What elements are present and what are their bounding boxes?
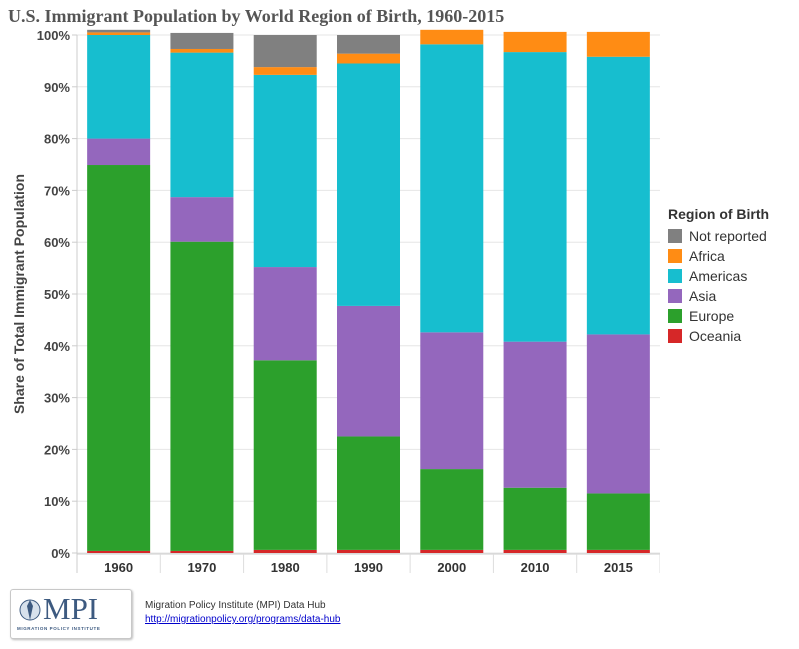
legend-label: Africa bbox=[689, 248, 725, 264]
x-tick-label: 2000 bbox=[437, 560, 466, 575]
y-tick-label: 20% bbox=[44, 442, 70, 457]
bar-segment-americas bbox=[586, 56, 650, 335]
x-tick-label: 2010 bbox=[521, 560, 550, 575]
y-tick-label: 60% bbox=[44, 235, 70, 250]
logo-subtext: MIGRATION POLICY INSTITUTE bbox=[17, 626, 101, 631]
y-tick-label: 80% bbox=[44, 132, 70, 147]
y-tick-label: 30% bbox=[44, 391, 70, 406]
bar-segment-asia bbox=[586, 334, 650, 494]
bar-segment-americas bbox=[253, 74, 317, 268]
bar-segment-europe bbox=[420, 469, 484, 550]
x-tick-label: 2015 bbox=[604, 560, 633, 575]
bar-segment-africa bbox=[170, 48, 234, 53]
bar-segment-oceania bbox=[170, 550, 234, 553]
legend-swatch bbox=[668, 309, 682, 323]
legend-item-asia[interactable]: Asia bbox=[668, 286, 769, 306]
y-tick-label: 90% bbox=[44, 80, 70, 95]
bar-segment-oceania bbox=[87, 550, 151, 553]
data-hub-link[interactable]: http://migrationpolicy.org/programs/data… bbox=[145, 614, 341, 625]
logo-text: MPI bbox=[43, 591, 99, 626]
legend-swatch bbox=[668, 249, 682, 263]
globe-figure-icon bbox=[19, 599, 41, 621]
bar-segment-americas bbox=[503, 52, 567, 342]
y-tick-label: 70% bbox=[44, 183, 70, 198]
bar-segment-africa bbox=[253, 67, 317, 75]
bar-segment-europe bbox=[253, 360, 317, 550]
bar-segment-oceania bbox=[586, 549, 650, 553]
y-axis-label: Share of Total Immigrant Population bbox=[11, 174, 27, 414]
bar-segment-asia bbox=[503, 341, 567, 488]
bar-segment-oceania bbox=[420, 549, 484, 553]
bar-segment-africa bbox=[337, 53, 400, 64]
legend-swatch bbox=[668, 329, 682, 343]
y-tick-label: 10% bbox=[44, 494, 70, 509]
legend-label: Oceania bbox=[689, 328, 742, 344]
bar-segment-europe bbox=[337, 436, 400, 550]
bar-segment-oceania bbox=[253, 549, 317, 553]
bar-segment-africa bbox=[503, 31, 567, 53]
legend-label: Europe bbox=[689, 308, 735, 324]
bar-segment-americas bbox=[420, 44, 484, 333]
bar-segment-not-reported bbox=[170, 32, 234, 49]
legend-item-americas[interactable]: Americas bbox=[668, 266, 769, 286]
bar-segment-asia bbox=[337, 305, 400, 437]
bar-segment-asia bbox=[170, 197, 234, 242]
legend-item-europe[interactable]: Europe bbox=[668, 306, 769, 326]
legend-item-africa[interactable]: Africa bbox=[668, 246, 769, 266]
x-tick-label: 1980 bbox=[271, 560, 300, 575]
bar-segment-africa bbox=[420, 29, 484, 45]
x-tick-label: 1960 bbox=[104, 560, 133, 575]
bar-segment-americas bbox=[170, 52, 234, 198]
x-tick-label: 1970 bbox=[187, 560, 216, 575]
chart-title: U.S. Immigrant Population by World Regio… bbox=[8, 6, 505, 26]
y-tick-label: 0% bbox=[51, 546, 70, 561]
bar-segment-africa bbox=[87, 32, 151, 35]
bar-segment-not-reported bbox=[87, 29, 151, 33]
bar-segment-not-reported bbox=[337, 35, 400, 54]
stacked-bar-chart: 0% 10% 20% 30% 40% 50% 60% 70% 80% 90% 100% Share o… bbox=[11, 28, 660, 575]
source-text: Migration Policy Institute (MPI) Data Hu… bbox=[145, 600, 326, 611]
legend-swatch bbox=[668, 229, 682, 243]
y-tick-label: 50% bbox=[44, 287, 70, 302]
x-tick-label: 1990 bbox=[354, 560, 383, 575]
mpi-logo[interactable]: MPI MIGRATION POLICY INSTITUTE bbox=[10, 589, 132, 639]
legend-item-oceania[interactable]: Oceania bbox=[668, 326, 769, 346]
legend-title: Region of Birth bbox=[668, 206, 770, 222]
bar-segment-americas bbox=[337, 63, 400, 306]
legend-label: Not reported bbox=[689, 228, 767, 244]
legend: Region of Birth Not reported Africa Amer… bbox=[668, 206, 769, 346]
bar-segment-africa bbox=[586, 31, 650, 57]
bar-segment-oceania bbox=[337, 549, 400, 553]
bar-segment-asia bbox=[420, 332, 484, 470]
bar-segment-not-reported bbox=[253, 35, 317, 68]
bar-segment-asia bbox=[87, 138, 151, 166]
legend-label: Asia bbox=[689, 288, 717, 304]
legend-swatch bbox=[668, 289, 682, 303]
legend-label: Americas bbox=[689, 268, 748, 284]
bar-segment-europe bbox=[170, 241, 234, 551]
y-tick-label: 40% bbox=[44, 339, 70, 354]
bar-segment-europe bbox=[87, 165, 151, 551]
bar-segment-europe bbox=[586, 493, 650, 550]
bar-segment-americas bbox=[87, 35, 151, 139]
bar-segment-oceania bbox=[503, 549, 567, 553]
legend-item-not-reported[interactable]: Not reported bbox=[668, 226, 769, 246]
legend-swatch bbox=[668, 269, 682, 283]
bar-segment-asia bbox=[253, 267, 317, 361]
bar-segment-europe bbox=[503, 487, 567, 550]
y-tick-label: 100% bbox=[37, 28, 71, 43]
